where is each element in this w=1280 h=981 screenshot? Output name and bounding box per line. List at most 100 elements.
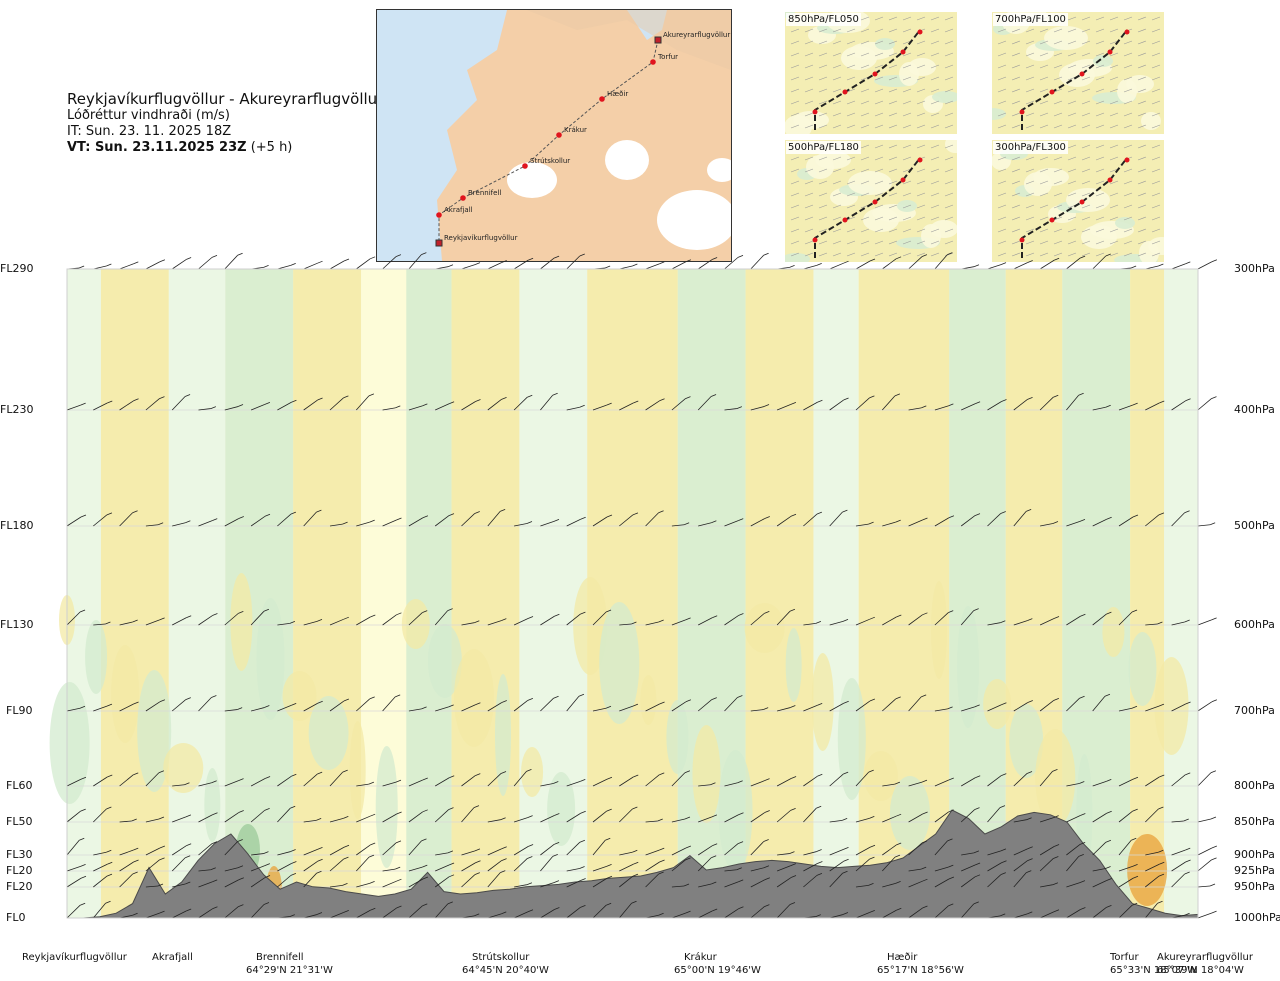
thumb-wind-barb	[1151, 168, 1161, 173]
thumb-wind-barb	[1011, 76, 1021, 81]
wind-barb	[908, 868, 922, 872]
thumb-wind-barb	[1109, 76, 1119, 81]
wind-barb	[1013, 872, 1027, 888]
thumb-wind-barb	[1095, 112, 1105, 117]
wind-barb	[250, 877, 266, 888]
wind-barb-flag	[290, 511, 297, 515]
thumb-wind-barb	[1081, 76, 1091, 81]
wind-barb-flag	[658, 912, 664, 916]
wind-barb-flag	[604, 265, 611, 269]
wind-barb	[645, 400, 660, 411]
wind-barb-flag	[238, 778, 244, 782]
wind-barb-flag	[184, 782, 190, 786]
wind-barb	[408, 840, 422, 856]
wind-barb-flag	[1185, 701, 1191, 705]
wind-barb-flag	[868, 521, 874, 525]
thumb-wind-barb	[1011, 64, 1021, 69]
wind-barb	[908, 781, 923, 787]
wind-barb-flag	[132, 912, 138, 916]
wind-barb-flag	[291, 703, 297, 706]
thumb-wind-barb	[832, 168, 842, 173]
wind-barb-flag	[736, 867, 742, 871]
wind-barb-flag	[1053, 909, 1060, 913]
thumb-wind-barb	[997, 156, 1007, 161]
wind-barb-flag	[132, 619, 138, 623]
wind-barb	[303, 773, 318, 787]
thumb-wind-barb	[790, 28, 800, 33]
wind-barb-flag	[158, 770, 165, 774]
wind-barb-flag	[526, 882, 533, 886]
wind-barb-flag	[133, 701, 139, 705]
wind-barb	[829, 399, 844, 411]
wind-barb-flag	[1210, 816, 1217, 820]
wind-barb	[171, 845, 187, 856]
wind-barb	[434, 809, 449, 823]
thumb-wind-barb	[1109, 112, 1119, 117]
wind-barb-flag	[105, 900, 111, 904]
thumb-wind-barb	[832, 40, 842, 45]
wind-barb-flag	[1211, 857, 1217, 861]
wind-barb	[803, 622, 816, 626]
field-cell	[163, 743, 204, 793]
wind-barb	[803, 264, 817, 270]
thumb-wind-barb	[888, 156, 898, 161]
wind-barb-flag	[370, 614, 376, 618]
wind-barb	[1039, 771, 1053, 787]
wind-barb-flag	[501, 700, 507, 703]
thumb-wind-barb	[1053, 112, 1063, 117]
flight-level-label: FL90	[6, 704, 33, 717]
wind-barb-flag	[1157, 621, 1163, 625]
map-highlands	[377, 10, 731, 70]
wind-barb	[750, 906, 765, 919]
thumb-wind-barb	[1025, 168, 1035, 173]
wind-barb-flag	[580, 878, 586, 881]
thumb-wind-barb	[1123, 124, 1133, 129]
wind-barb	[618, 902, 632, 919]
wind-barb	[513, 396, 528, 411]
wind-barb	[1171, 621, 1185, 626]
wind-barb	[408, 517, 424, 527]
level-map-300: 300hPa/FL300	[992, 140, 1164, 262]
wind-barb-flag	[580, 611, 586, 615]
chart-title: Reykjavíkurflugvöllur - Akureyrarflugvöl…	[67, 90, 384, 108]
wind-barb	[855, 912, 870, 919]
thumb-route	[1021, 157, 1128, 258]
wind-barb	[961, 403, 976, 411]
wind-barb-flag	[448, 704, 454, 708]
wind-barb	[171, 699, 187, 712]
thumb-wind-barb	[1067, 112, 1077, 117]
thumb-wind-barb	[846, 76, 856, 81]
thumb-wind-barb	[860, 64, 870, 69]
thumb-wind-barb	[1109, 88, 1119, 93]
waypoint-name: Akureyrarflugvöllur	[1157, 952, 1254, 963]
thumb-waypoint	[812, 109, 818, 115]
wind-barb	[592, 778, 608, 787]
wind-barb-flag	[842, 817, 848, 821]
level-map-300-svg	[992, 140, 1164, 262]
wind-barb-flag	[1053, 815, 1059, 818]
wind-barb	[119, 820, 132, 823]
wind-barb	[960, 777, 976, 787]
wind-barb	[934, 779, 949, 787]
wind-barb	[882, 616, 897, 626]
wind-barb	[829, 620, 844, 626]
field-cell	[718, 750, 753, 872]
wind-barb	[303, 860, 318, 872]
wind-barb-flag	[263, 902, 270, 905]
wind-barb	[724, 257, 739, 270]
wind-barb	[750, 879, 765, 888]
wind-barb-flag	[212, 879, 218, 883]
wind-barb	[934, 405, 949, 411]
thumb-wind-barb	[1039, 252, 1049, 257]
thumb-waypoint	[872, 199, 878, 205]
wind-barb	[1039, 700, 1055, 712]
wind-barb	[356, 856, 370, 872]
wind-barb	[1118, 810, 1133, 823]
wind-barb	[960, 876, 976, 888]
wind-barb	[145, 818, 160, 823]
wind-barb-flag	[422, 515, 429, 519]
thumb-wind-barb	[1123, 240, 1133, 245]
wind-barb-flag	[737, 780, 743, 784]
wind-barb-flag	[106, 873, 113, 877]
thumb-wind-barb	[1151, 192, 1161, 197]
